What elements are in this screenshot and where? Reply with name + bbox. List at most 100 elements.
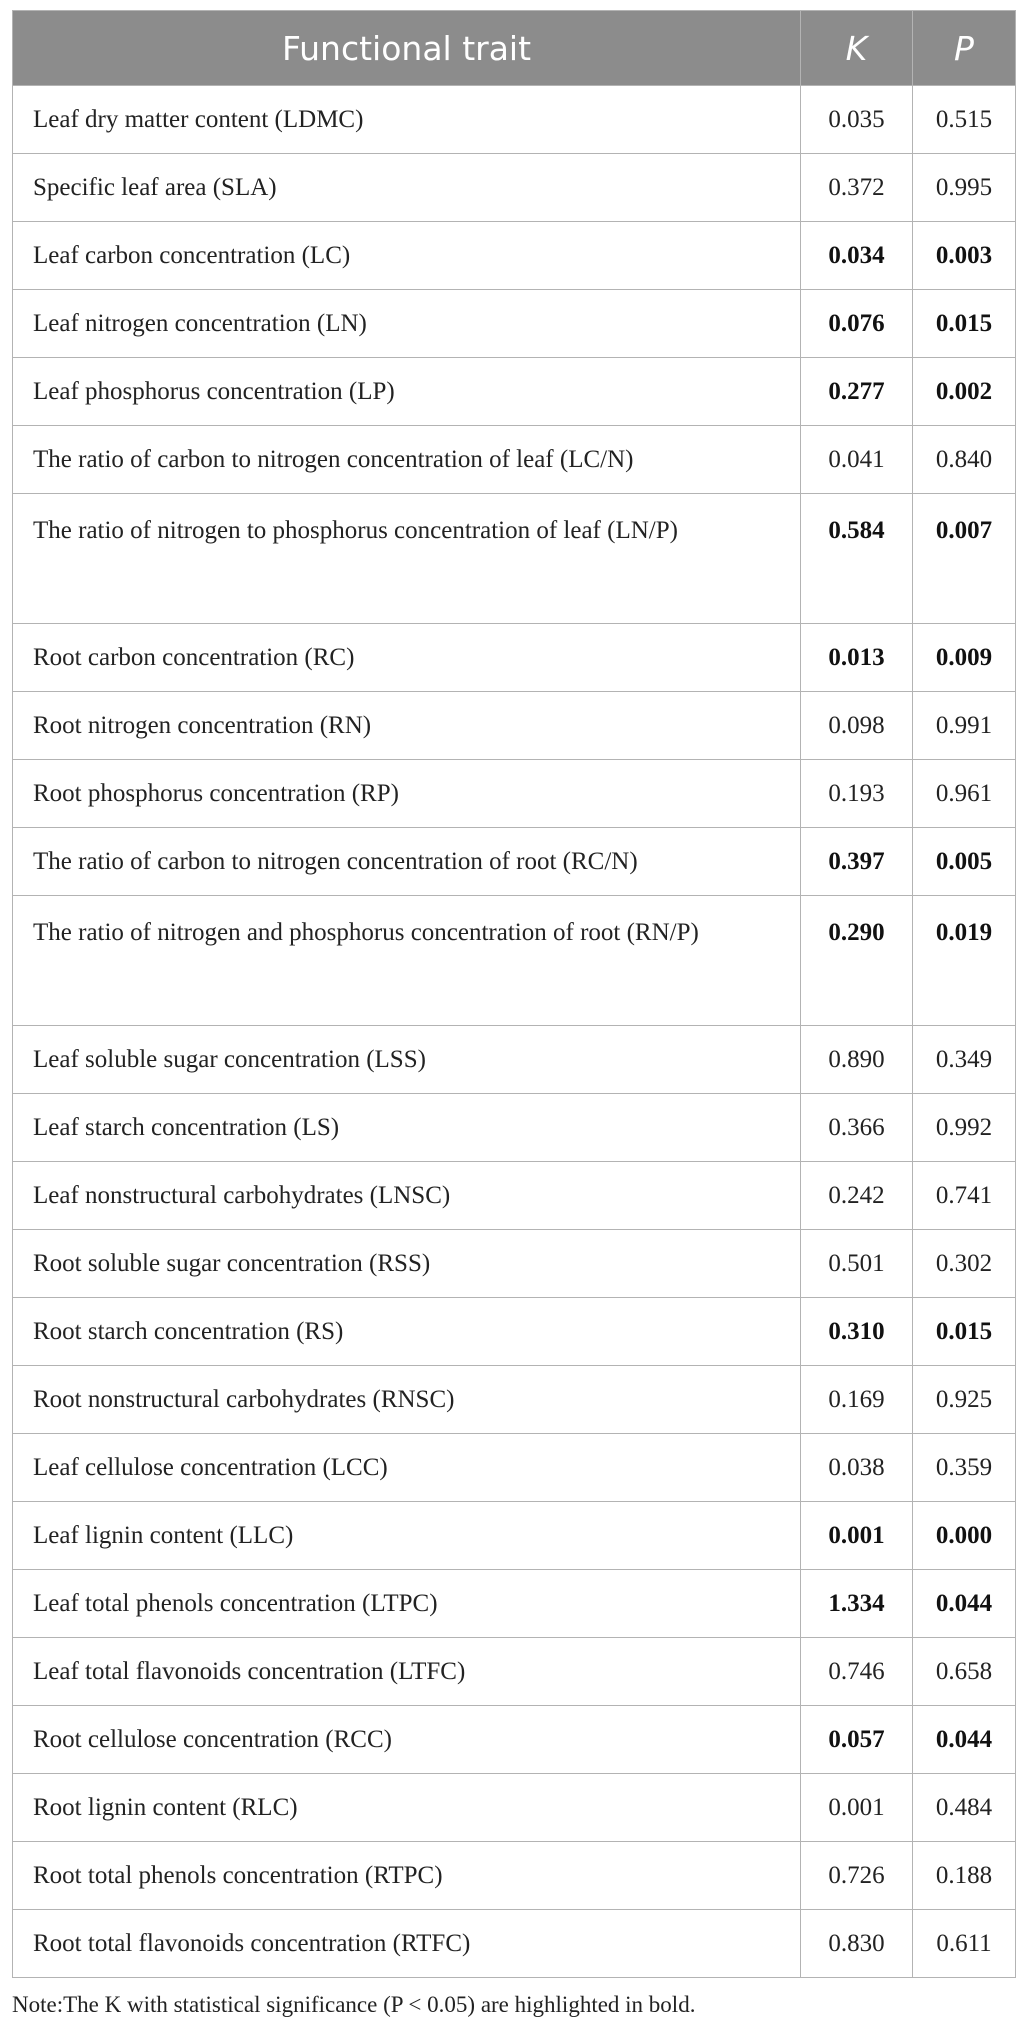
p-value-cell: 0.019 xyxy=(912,895,1016,1026)
trait-name-cell: Leaf starch concentration (LS) xyxy=(12,1093,801,1162)
table-row: Root cellulose concentration (RCC) 0.057 0… xyxy=(12,1705,1016,1774)
p-value-cell: 0.611 xyxy=(912,1909,1016,1978)
trait-name-cell: Root starch concentration (RS) xyxy=(12,1297,801,1366)
k-value-cell: 0.013 xyxy=(800,623,913,692)
p-value-cell: 0.002 xyxy=(912,357,1016,426)
p-value-cell: 0.925 xyxy=(912,1365,1016,1434)
p-value-cell: 0.991 xyxy=(912,691,1016,760)
k-value-cell: 0.038 xyxy=(800,1433,913,1502)
table-row: Specific leaf area (SLA) 0.372 0.995 xyxy=(12,153,1016,222)
k-value-cell: 0.830 xyxy=(800,1909,913,1978)
trait-name-cell: Root carbon concentration (RC) xyxy=(12,623,801,692)
table-body: Leaf dry matter content (LDMC) 0.035 0.515… xyxy=(12,85,1016,1978)
table-row: Leaf starch concentration (LS) 0.366 0.992 xyxy=(12,1093,1016,1162)
table-row: Root lignin content (RLC) 0.001 0.484 xyxy=(12,1773,1016,1842)
p-value-cell: 0.044 xyxy=(912,1705,1016,1774)
p-value-cell: 0.003 xyxy=(912,221,1016,290)
table-row: Leaf total flavonoids concentration (LTF… xyxy=(12,1637,1016,1706)
trait-name-cell: Leaf nonstructural carbohydrates (LNSC) xyxy=(12,1161,801,1230)
k-value-cell: 1.334 xyxy=(800,1569,913,1638)
table-row: Leaf nitrogen concentration (LN) 0.076 0.0… xyxy=(12,289,1016,358)
table-row: Root nonstructural carbohydrates (RNSC) 0… xyxy=(12,1365,1016,1434)
p-value-cell: 0.005 xyxy=(912,827,1016,896)
trait-name-cell: Root total flavonoids concentration (RTF… xyxy=(12,1909,801,1978)
k-value-cell: 0.310 xyxy=(800,1297,913,1366)
p-value-cell: 0.840 xyxy=(912,425,1016,494)
table-row: Leaf total phenols concentration (LTPC) 1… xyxy=(12,1569,1016,1638)
table-row: The ratio of nitrogen and phosphorus con… xyxy=(12,895,1016,1026)
table-row: Root carbon concentration (RC) 0.013 0.009 xyxy=(12,623,1016,692)
trait-name-cell: Root total phenols concentration (RTPC) xyxy=(12,1841,801,1910)
k-value-cell: 0.584 xyxy=(800,493,913,624)
trait-name-cell: Root soluble sugar concentration (RSS) xyxy=(12,1229,801,1298)
trait-name-cell: Leaf total phenols concentration (LTPC) xyxy=(12,1569,801,1638)
trait-name-cell: Leaf lignin content (LLC) xyxy=(12,1501,801,1570)
p-value-cell: 0.995 xyxy=(912,153,1016,222)
k-value-cell: 0.001 xyxy=(800,1501,913,1570)
table-row: Root nitrogen concentration (RN) 0.098 0.9… xyxy=(12,691,1016,760)
header-k: K xyxy=(800,10,913,86)
trait-name-cell: Leaf dry matter content (LDMC) xyxy=(12,85,801,154)
table-container: Functional trait K P Leaf dry matter con… xyxy=(12,10,1016,2018)
header-p: P xyxy=(912,10,1016,86)
p-value-cell: 0.658 xyxy=(912,1637,1016,1706)
p-value-cell: 0.302 xyxy=(912,1229,1016,1298)
k-value-cell: 0.277 xyxy=(800,357,913,426)
k-value-cell: 0.076 xyxy=(800,289,913,358)
trait-name-cell: Leaf nitrogen concentration (LN) xyxy=(12,289,801,358)
trait-name-cell: The ratio of carbon to nitrogen concentr… xyxy=(12,425,801,494)
p-value-cell: 0.484 xyxy=(912,1773,1016,1842)
trait-name-cell: Root nitrogen concentration (RN) xyxy=(12,691,801,760)
k-value-cell: 0.034 xyxy=(800,221,913,290)
trait-name-cell: Root phosphorus concentration (RP) xyxy=(12,759,801,828)
k-value-cell: 0.746 xyxy=(800,1637,913,1706)
p-value-cell: 0.007 xyxy=(912,493,1016,624)
trait-name-cell: Root cellulose concentration (RCC) xyxy=(12,1705,801,1774)
table-note: Note:The K with statistical significance… xyxy=(12,1992,696,2017)
p-value-cell: 0.009 xyxy=(912,623,1016,692)
table-row: The ratio of carbon to nitrogen concentr… xyxy=(12,827,1016,896)
table-row: Leaf phosphorus concentration (LP) 0.277 0… xyxy=(12,357,1016,426)
trait-name-cell: The ratio of carbon to nitrogen concentr… xyxy=(12,827,801,896)
trait-name-cell: Leaf cellulose concentration (LCC) xyxy=(12,1433,801,1502)
p-value-cell: 0.961 xyxy=(912,759,1016,828)
table-row: Leaf carbon concentration (LC) 0.034 0.003 xyxy=(12,221,1016,290)
k-value-cell: 0.193 xyxy=(800,759,913,828)
p-value-cell: 0.515 xyxy=(912,85,1016,154)
table-row: Leaf cellulose concentration (LCC) 0.038 0… xyxy=(12,1433,1016,1502)
k-value-cell: 0.290 xyxy=(800,895,913,1026)
trait-name-cell: Leaf soluble sugar concentration (LSS) xyxy=(12,1025,801,1094)
trait-name-cell: Leaf total flavonoids concentration (LTF… xyxy=(12,1637,801,1706)
table-row: Root starch concentration (RS) 0.310 0.015 xyxy=(12,1297,1016,1366)
table-row: Root total phenols concentration (RTPC) 0… xyxy=(12,1841,1016,1910)
table-row: Leaf nonstructural carbohydrates (LNSC) 0… xyxy=(12,1161,1016,1230)
p-value-cell: 0.015 xyxy=(912,1297,1016,1366)
p-value-cell: 0.359 xyxy=(912,1433,1016,1502)
k-value-cell: 0.169 xyxy=(800,1365,913,1434)
table-row: The ratio of nitrogen to phosphorus conc… xyxy=(12,493,1016,624)
k-value-cell: 0.098 xyxy=(800,691,913,760)
table-row: Root phosphorus concentration (RP) 0.193 0… xyxy=(12,759,1016,828)
k-value-cell: 0.242 xyxy=(800,1161,913,1230)
table-row: Leaf lignin content (LLC) 0.001 0.000 xyxy=(12,1501,1016,1570)
header-functional-trait: Functional trait xyxy=(12,10,801,86)
table-row: Root total flavonoids concentration (RTF… xyxy=(12,1909,1016,1978)
p-value-cell: 0.015 xyxy=(912,289,1016,358)
k-value-cell: 0.397 xyxy=(800,827,913,896)
trait-name-cell: Leaf carbon concentration (LC) xyxy=(12,221,801,290)
k-value-cell: 0.726 xyxy=(800,1841,913,1910)
table-header-row: Functional trait K P xyxy=(12,10,1016,86)
p-value-cell: 0.992 xyxy=(912,1093,1016,1162)
k-value-cell: 0.057 xyxy=(800,1705,913,1774)
table-row: The ratio of carbon to nitrogen concentr… xyxy=(12,425,1016,494)
table-row: Leaf dry matter content (LDMC) 0.035 0.515 xyxy=(12,85,1016,154)
functional-trait-table: Functional trait K P Leaf dry matter con… xyxy=(12,10,1016,1978)
p-value-cell: 0.188 xyxy=(912,1841,1016,1910)
k-value-cell: 0.035 xyxy=(800,85,913,154)
k-value-cell: 0.001 xyxy=(800,1773,913,1842)
table-row: Root soluble sugar concentration (RSS) 0.… xyxy=(12,1229,1016,1298)
k-value-cell: 0.041 xyxy=(800,425,913,494)
k-value-cell: 0.890 xyxy=(800,1025,913,1094)
trait-name-cell: The ratio of nitrogen and phosphorus con… xyxy=(12,895,801,1026)
trait-name-cell: Specific leaf area (SLA) xyxy=(12,153,801,222)
